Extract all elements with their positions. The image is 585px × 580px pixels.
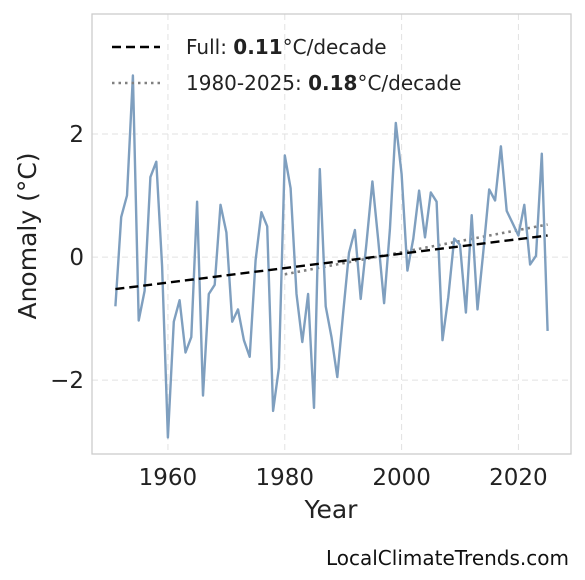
legend-entry-recent: 1980-2025: 0.18°C/decade xyxy=(186,71,461,95)
legend-recent-prefix: 1980-2025: xyxy=(186,71,308,95)
legend-full-rate: 0.11 xyxy=(233,35,282,59)
source-watermark: LocalClimateTrends.com xyxy=(325,546,569,570)
series-layer xyxy=(114,74,549,439)
legend-recent-rate: 0.18 xyxy=(308,71,357,95)
legend-entry-full: Full: 0.11°C/decade xyxy=(186,35,387,59)
y-tick-label: 2 xyxy=(69,122,84,148)
ticks: 1960 1980 2000 2020 −2 0 2 xyxy=(50,122,548,491)
y-tick-label: −2 xyxy=(50,368,84,394)
trend-line-1980-2025 xyxy=(284,223,548,276)
x-tick-label: 1980 xyxy=(255,465,314,491)
legend: Full: 0.11°C/decade 1980-2025: 0.18°C/de… xyxy=(112,35,461,95)
legend-recent-unit: °C/decade xyxy=(357,71,461,95)
legend-full-prefix: Full: xyxy=(186,35,233,59)
plot-frame xyxy=(91,13,572,455)
legend-full-unit: °C/decade xyxy=(283,35,387,59)
x-axis-label: Year xyxy=(304,495,359,524)
y-tick-label: 0 xyxy=(69,245,84,271)
trend-lines xyxy=(284,223,548,276)
x-tick-label: 2000 xyxy=(372,465,431,491)
x-tick-label: 1960 xyxy=(139,465,198,491)
x-tick-label: 2020 xyxy=(489,465,548,491)
anomaly-series-line xyxy=(114,74,549,439)
trend-line-full xyxy=(115,234,548,291)
y-axis-label: Anomaly (°C) xyxy=(13,152,42,319)
